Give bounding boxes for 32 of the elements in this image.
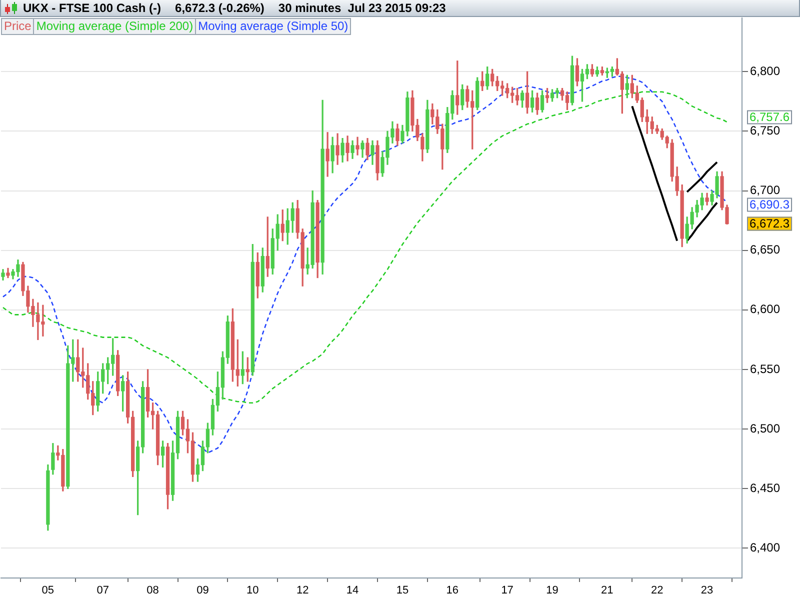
y-tick-label: 6,700 <box>750 183 780 198</box>
text: 6,672.3 <box>750 216 790 231</box>
x-tick-label: 21 <box>601 584 614 597</box>
y-tick-label: 6,750 <box>750 124 780 138</box>
x-tick-label: 16 <box>446 584 459 597</box>
y-tick-label: 6,450 <box>750 480 780 495</box>
y-tick-label: 6,500 <box>750 421 780 436</box>
x-tick-label: 23 <box>700 584 714 597</box>
x-tick-label: 07 <box>96 584 109 597</box>
y-tick-label: 6,550 <box>750 362 780 376</box>
chart-subtitle: 6,672.3 (-0.26%) <box>175 1 264 15</box>
x-tick-label: 14 <box>346 584 359 597</box>
x-tick-label: 08 <box>146 584 159 597</box>
x-tick-label: 22 <box>650 584 664 597</box>
y-tick-label: 6,600 <box>750 302 780 316</box>
x-tick-label: 17 <box>501 584 514 597</box>
text: Price <box>1 18 34 35</box>
data-label: 6,690.3 <box>750 198 790 212</box>
x-tick-label: 15 <box>396 584 409 597</box>
y-tick-label: 6,800 <box>750 64 780 78</box>
y-tick-label: 6,650 <box>750 242 780 257</box>
x-tick-label: 10 <box>246 584 259 597</box>
y-tick-label: 6,400 <box>750 540 780 555</box>
x-tick-label: 12 <box>296 584 309 597</box>
x-tick-label: 09 <box>196 584 209 597</box>
x-tick-label: 19 <box>546 584 558 597</box>
chart-title: UKX - FTSE 100 Cash (-) <box>23 1 162 15</box>
x-tick-label: 05 <box>42 584 54 597</box>
text: Moving average (Simple 50) <box>195 18 352 35</box>
data-label: 6,757.6 <box>750 110 790 124</box>
text: Moving average (Simple 200) <box>33 18 196 35</box>
text: 30 minutes Jul 23 2015 09:23 <box>278 1 446 15</box>
